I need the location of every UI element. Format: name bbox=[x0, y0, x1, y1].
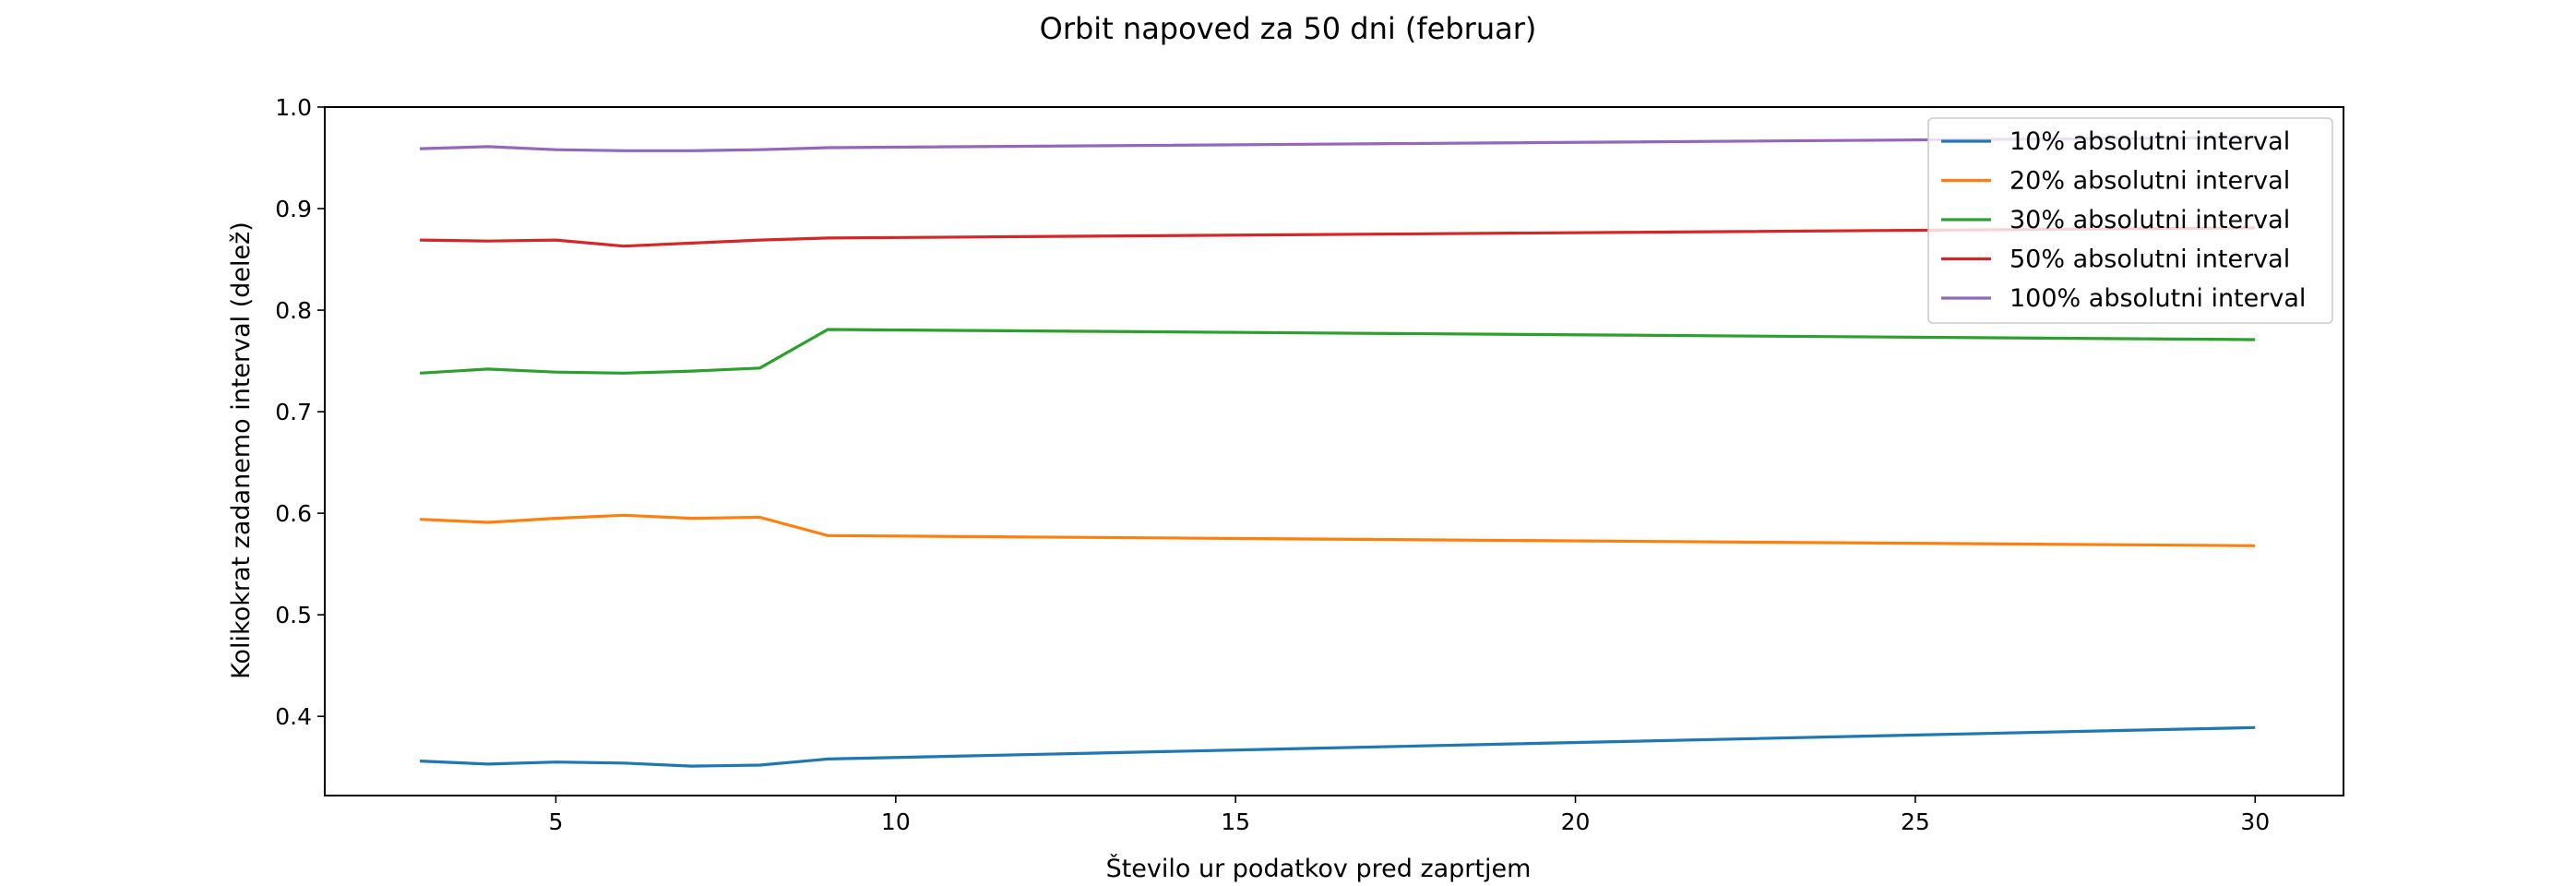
x-tick-label: 25 bbox=[1901, 808, 1930, 835]
x-tick-label: 20 bbox=[1561, 808, 1591, 835]
legend: 10% absolutni interval 20% absolutni inte… bbox=[1927, 117, 2333, 324]
legend-label: 100% absolutni interval bbox=[2010, 284, 2306, 313]
legend-label: 20% absolutni interval bbox=[2010, 167, 2290, 196]
y-tick-label: 0.6 bbox=[275, 500, 312, 527]
legend-label: 10% absolutni interval bbox=[2010, 127, 2290, 156]
series-layer bbox=[420, 136, 2256, 768]
y-tick-label: 0.7 bbox=[275, 399, 312, 425]
y-tick-label: 0.4 bbox=[275, 703, 312, 730]
x-tick-label: 30 bbox=[2240, 808, 2270, 835]
series-line bbox=[420, 328, 2256, 375]
x-axis-label: Število ur podatkov pred zaprtjem bbox=[1106, 854, 1532, 883]
series-line bbox=[420, 226, 2256, 248]
legend-label: 50% absolutni interval bbox=[2010, 245, 2290, 274]
y-tick-label: 1.0 bbox=[275, 94, 312, 121]
series-line bbox=[420, 136, 2256, 152]
y-tick-label: 0.8 bbox=[275, 297, 312, 324]
ticks-layer: 5 10 15 20 25 30 0.4 0.5 0.6 0.7 0.8 0.9 1.0 bbox=[275, 94, 2270, 835]
chart-title: Orbit napoved za 50 dni (februar) bbox=[1040, 11, 1537, 46]
y-tick-label: 0.5 bbox=[275, 602, 312, 629]
y-tick-label: 0.9 bbox=[275, 196, 312, 222]
series-line bbox=[420, 725, 2256, 768]
series-line bbox=[420, 513, 2256, 547]
x-tick-label: 10 bbox=[881, 808, 911, 835]
legend-box bbox=[1927, 117, 2333, 324]
y-axis-label: Kolikokrat zadanemo interval (delež) bbox=[227, 222, 256, 679]
x-tick-label: 5 bbox=[549, 808, 564, 835]
plot-frame bbox=[324, 106, 2344, 796]
x-tick-label: 15 bbox=[1221, 808, 1250, 835]
legend-label: 30% absolutni interval bbox=[2010, 206, 2290, 234]
